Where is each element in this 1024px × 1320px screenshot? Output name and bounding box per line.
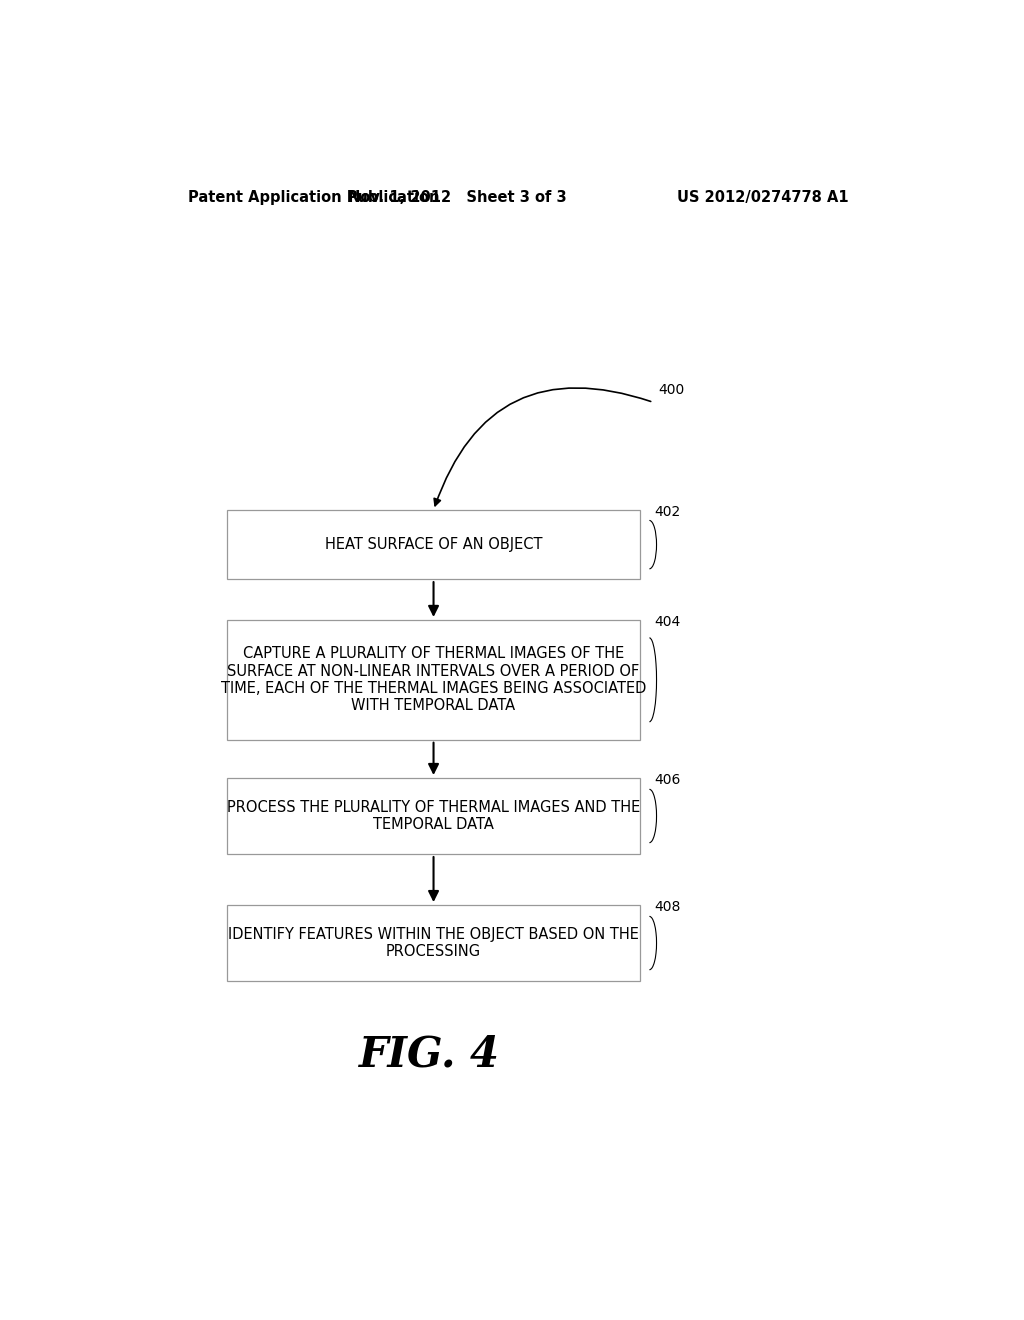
Text: 402: 402 (654, 506, 680, 519)
Text: PROCESS THE PLURALITY OF THERMAL IMAGES AND THE
TEMPORAL DATA: PROCESS THE PLURALITY OF THERMAL IMAGES … (227, 800, 640, 832)
Text: HEAT SURFACE OF AN OBJECT: HEAT SURFACE OF AN OBJECT (325, 537, 543, 552)
Text: 408: 408 (654, 900, 681, 913)
Bar (227, 777, 640, 854)
Bar (227, 510, 640, 579)
Text: Patent Application Publication: Patent Application Publication (187, 190, 439, 205)
Text: FIG. 4: FIG. 4 (359, 1034, 500, 1076)
Text: 400: 400 (658, 383, 684, 397)
Bar (227, 906, 640, 981)
Text: Nov. 1, 2012   Sheet 3 of 3: Nov. 1, 2012 Sheet 3 of 3 (348, 190, 566, 205)
Text: CAPTURE A PLURALITY OF THERMAL IMAGES OF THE
SURFACE AT NON-LINEAR INTERVALS OVE: CAPTURE A PLURALITY OF THERMAL IMAGES OF… (221, 647, 646, 713)
Text: 404: 404 (654, 615, 680, 628)
Text: IDENTIFY FEATURES WITHIN THE OBJECT BASED ON THE
PROCESSING: IDENTIFY FEATURES WITHIN THE OBJECT BASE… (228, 927, 639, 960)
Text: 406: 406 (654, 772, 681, 787)
Text: US 2012/0274778 A1: US 2012/0274778 A1 (677, 190, 849, 205)
Bar (227, 620, 640, 739)
FancyArrowPatch shape (434, 388, 650, 506)
